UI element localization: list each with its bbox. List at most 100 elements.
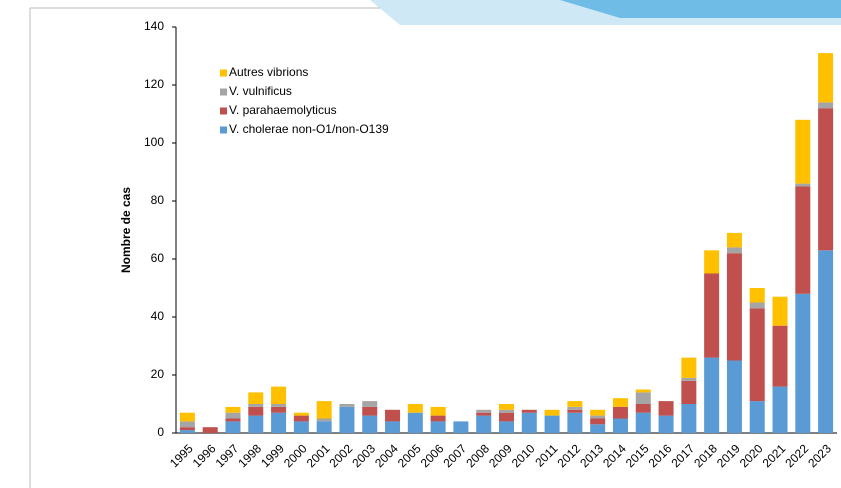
bar-segment bbox=[499, 409, 514, 413]
bar-segment bbox=[795, 186, 811, 294]
bar-segment bbox=[362, 415, 378, 433]
bar-segment bbox=[407, 412, 423, 433]
bar-segment bbox=[316, 421, 332, 433]
bar-segment bbox=[430, 415, 446, 422]
bar-segment bbox=[407, 404, 423, 413]
y-tick-label: 140 bbox=[144, 19, 164, 33]
bar-segment bbox=[521, 412, 537, 433]
bar-segment bbox=[590, 424, 606, 433]
bar-segment bbox=[499, 404, 514, 410]
bar-segment bbox=[726, 247, 742, 254]
bar-segment bbox=[681, 404, 697, 433]
bar-segment bbox=[612, 398, 628, 407]
y-tick-label: 40 bbox=[151, 309, 165, 323]
legend-swatch bbox=[220, 69, 227, 77]
bar-segment bbox=[749, 288, 765, 303]
bar-segment bbox=[726, 360, 742, 433]
y-tick-label: 100 bbox=[144, 135, 164, 149]
bar-segment bbox=[499, 412, 514, 422]
bar-segment bbox=[179, 421, 195, 428]
bar-segment bbox=[316, 401, 332, 419]
legend-label: Autres vibrions bbox=[229, 65, 308, 79]
bar-segment bbox=[544, 409, 560, 416]
bar-segment bbox=[248, 415, 264, 433]
bar-segment bbox=[658, 415, 674, 433]
bar-segment bbox=[316, 418, 332, 422]
y-tick-label: 60 bbox=[151, 251, 165, 265]
bar-segment bbox=[772, 325, 788, 387]
decor-band bbox=[560, 0, 841, 18]
legend-swatch bbox=[220, 126, 227, 134]
bar-segment bbox=[818, 102, 834, 109]
bar-segment bbox=[635, 412, 651, 433]
bar-segment bbox=[772, 386, 788, 433]
bar-segment bbox=[248, 404, 264, 407]
legend-swatch bbox=[220, 88, 227, 96]
bar-segment bbox=[726, 253, 742, 361]
bar-segment bbox=[704, 357, 720, 433]
bar-segment bbox=[271, 404, 287, 407]
y-tick-label: 0 bbox=[157, 425, 164, 439]
bar-segment bbox=[681, 377, 697, 381]
bar-segment bbox=[567, 401, 583, 407]
bar-segment bbox=[385, 421, 401, 433]
bar-segment bbox=[590, 409, 606, 416]
bar-segment bbox=[567, 412, 583, 433]
bar-segment bbox=[749, 401, 765, 433]
y-tick-label: 80 bbox=[151, 193, 165, 207]
legend-swatch bbox=[220, 107, 227, 115]
bar-segment bbox=[362, 401, 378, 407]
bar-segment bbox=[179, 430, 195, 433]
bar-segment bbox=[271, 412, 287, 433]
bar-segment bbox=[248, 392, 264, 404]
bar-segment bbox=[749, 308, 765, 402]
bar-segment bbox=[590, 418, 606, 425]
bar-segment bbox=[202, 427, 218, 433]
y-axis-label: Nombre de cas bbox=[119, 187, 133, 273]
bar-segment bbox=[521, 409, 537, 413]
bar-segment bbox=[567, 409, 583, 413]
bar-segment bbox=[795, 119, 811, 184]
bar-segment bbox=[430, 421, 446, 433]
y-tick-label: 120 bbox=[144, 77, 164, 91]
bar-segment bbox=[293, 421, 309, 433]
bar-segment bbox=[476, 415, 492, 433]
bar-segment bbox=[544, 415, 560, 433]
bar-segment bbox=[179, 427, 195, 431]
legend-label: V. cholerae non-O1/non-O139 bbox=[229, 122, 389, 136]
bar-segment bbox=[749, 302, 765, 309]
bar-segment bbox=[612, 406, 628, 419]
bar-segment bbox=[704, 250, 720, 274]
bar-segment bbox=[385, 409, 401, 422]
bar-segment bbox=[590, 415, 606, 419]
legend-label: V. parahaemolyticus bbox=[229, 103, 337, 117]
bar-segment bbox=[293, 415, 309, 422]
bar-segment bbox=[612, 418, 628, 433]
bar-segment bbox=[476, 409, 492, 413]
bar-segment bbox=[681, 380, 697, 404]
bar-segment bbox=[271, 386, 287, 404]
bar-segment bbox=[339, 406, 355, 433]
y-tick-label: 20 bbox=[151, 367, 165, 381]
bar-segment bbox=[179, 412, 195, 422]
bar-segment bbox=[453, 421, 469, 433]
bar-segment bbox=[293, 412, 309, 416]
bar-segment bbox=[635, 389, 651, 393]
bar-segment bbox=[818, 53, 834, 103]
bar-segment bbox=[795, 183, 811, 187]
bar-segment bbox=[635, 404, 651, 413]
bar-segment bbox=[704, 273, 720, 358]
bar-segment bbox=[362, 406, 378, 416]
bar-segment bbox=[567, 406, 583, 410]
bar-segment bbox=[658, 401, 674, 416]
bar-segment bbox=[795, 293, 811, 433]
bar-segment bbox=[225, 421, 241, 433]
bar-segment bbox=[681, 357, 697, 378]
bar-segment bbox=[271, 406, 287, 413]
bar-segment bbox=[499, 421, 514, 433]
bar-segment bbox=[818, 108, 834, 251]
bar-segment bbox=[225, 412, 241, 419]
bar-segment bbox=[772, 296, 788, 326]
bar-segment bbox=[248, 406, 264, 416]
